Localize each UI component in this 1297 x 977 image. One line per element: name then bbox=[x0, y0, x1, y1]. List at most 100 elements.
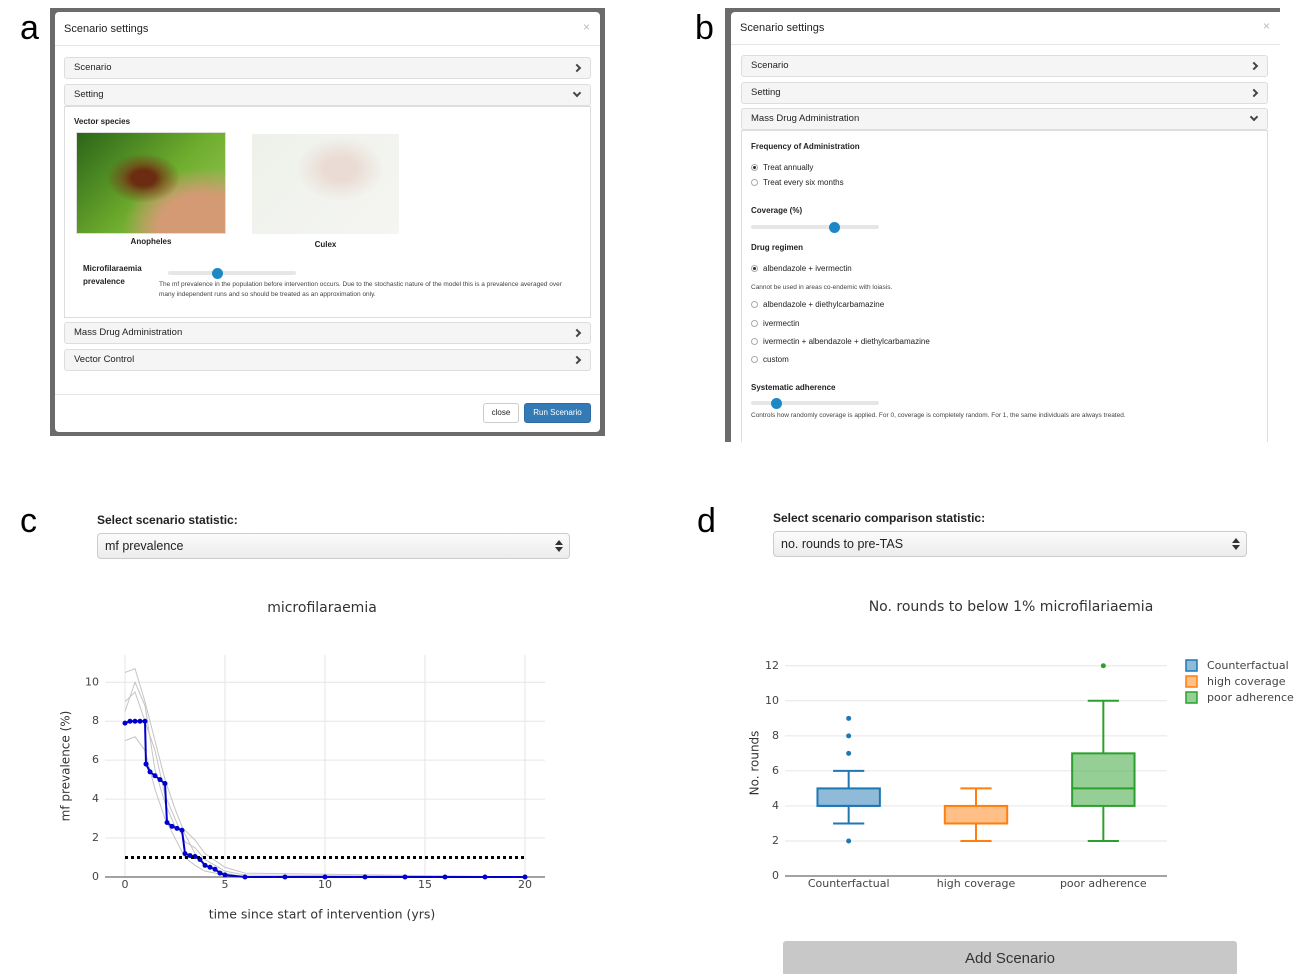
species-image[interactable] bbox=[76, 132, 226, 234]
point bbox=[170, 824, 175, 829]
select[interactable]: mf prevalence bbox=[97, 533, 570, 559]
slider-thumb[interactable] bbox=[212, 268, 223, 279]
radio[interactable] bbox=[751, 356, 758, 363]
chevron bbox=[1250, 89, 1258, 97]
species-caption: Culex bbox=[252, 239, 399, 251]
point bbox=[183, 851, 188, 856]
add-scenario-button[interactable]: Add Scenario bbox=[783, 941, 1237, 974]
x-tick-label: 15 bbox=[418, 878, 432, 891]
modal-title: Scenario settings bbox=[64, 22, 148, 36]
close-button[interactable]: close bbox=[483, 403, 519, 423]
x-tick-label: 10 bbox=[318, 878, 332, 891]
radio[interactable] bbox=[751, 338, 758, 345]
section-title: Vector Control bbox=[74, 354, 134, 365]
outlier bbox=[846, 733, 851, 738]
point bbox=[483, 875, 488, 880]
radio[interactable] bbox=[751, 320, 758, 327]
chart-title: No. rounds to below 1% microfilariaemia bbox=[869, 599, 1154, 615]
point bbox=[148, 769, 153, 774]
slider-thumb[interactable] bbox=[829, 222, 840, 233]
y-tick-label: 4 bbox=[772, 799, 779, 812]
species-caption: Anopheles bbox=[76, 236, 226, 248]
point bbox=[163, 781, 168, 786]
legend-swatch bbox=[1186, 692, 1197, 703]
select-label: Select scenario comparison statistic: bbox=[773, 511, 985, 525]
outlier bbox=[1101, 663, 1106, 668]
point bbox=[175, 826, 180, 831]
y-axis-label: mf prevalence (%) bbox=[59, 711, 73, 822]
radio[interactable] bbox=[751, 179, 758, 186]
point bbox=[218, 871, 223, 876]
point bbox=[243, 875, 248, 880]
chevron bbox=[1250, 113, 1258, 121]
box bbox=[817, 788, 879, 806]
panel-label: c bbox=[20, 502, 37, 540]
radio-label: Treat every six months bbox=[763, 177, 844, 189]
radio[interactable] bbox=[751, 164, 758, 171]
accordion-header[interactable]: Vector Control bbox=[64, 349, 591, 371]
y-tick-label: 8 bbox=[92, 714, 99, 727]
y-tick-label: 2 bbox=[772, 834, 779, 847]
x-axis-label: time since start of intervention (yrs) bbox=[209, 907, 436, 922]
accordion-header[interactable]: Setting bbox=[741, 82, 1268, 104]
radio-label: ivermectin + albendazole + diethylcarbam… bbox=[763, 336, 930, 348]
legend-swatch bbox=[1186, 676, 1197, 687]
section-title: Setting bbox=[74, 89, 104, 100]
section-title: Scenario bbox=[751, 60, 789, 71]
point bbox=[283, 875, 288, 880]
modal: Scenario settings × Scenario Setting Mas… bbox=[731, 12, 1280, 442]
y-tick-label: 8 bbox=[772, 729, 779, 742]
select-value: mf prevalence bbox=[105, 539, 184, 553]
point bbox=[138, 719, 143, 724]
field-label: Microfilaraemia prevalence bbox=[83, 262, 155, 288]
point bbox=[443, 875, 448, 880]
modal: Scenario settings × Scenario Setting Vec… bbox=[55, 12, 600, 432]
section-title: Mass Drug Administration bbox=[751, 113, 859, 124]
accordion-header[interactable]: Setting bbox=[64, 84, 591, 106]
help-text: Cannot be used in areas co-endemic with … bbox=[751, 283, 892, 293]
point bbox=[208, 865, 213, 870]
accordion-header[interactable]: Scenario bbox=[64, 57, 591, 79]
y-axis-label: No. rounds bbox=[748, 731, 762, 796]
radio[interactable] bbox=[751, 265, 758, 272]
x-tick-label: poor adherence bbox=[1060, 877, 1147, 890]
close-icon[interactable]: × bbox=[1263, 19, 1270, 33]
outlier bbox=[846, 716, 851, 721]
x-tick-label: 5 bbox=[222, 878, 229, 891]
select[interactable]: no. rounds to pre-TAS bbox=[773, 531, 1247, 557]
point bbox=[180, 828, 185, 833]
panel-label: b bbox=[695, 9, 714, 47]
chevron bbox=[573, 329, 581, 337]
point bbox=[144, 762, 149, 767]
box bbox=[945, 806, 1007, 824]
y-tick-label: 2 bbox=[92, 831, 99, 844]
radio-label: custom bbox=[763, 354, 789, 366]
slider-thumb[interactable] bbox=[771, 398, 782, 409]
close-icon[interactable]: × bbox=[583, 20, 590, 34]
y-tick-label: 0 bbox=[92, 870, 99, 883]
y-tick-label: 10 bbox=[765, 694, 779, 707]
point bbox=[143, 719, 148, 724]
field-label: Vector species bbox=[74, 116, 130, 128]
outlier bbox=[846, 838, 851, 843]
y-tick-label: 0 bbox=[772, 869, 779, 882]
accordion-header[interactable]: Scenario bbox=[741, 55, 1268, 77]
point bbox=[128, 719, 133, 724]
divider bbox=[55, 45, 600, 46]
help-text: Controls how randomly coverage is applie… bbox=[751, 411, 1126, 421]
accordion-header[interactable]: Mass Drug Administration bbox=[741, 108, 1268, 130]
outlier bbox=[846, 751, 851, 756]
slider-track[interactable] bbox=[168, 271, 296, 275]
species-image[interactable] bbox=[252, 134, 399, 234]
radio[interactable] bbox=[751, 301, 758, 308]
accordion-header[interactable]: Mass Drug Administration bbox=[64, 322, 591, 344]
select-value: no. rounds to pre-TAS bbox=[781, 537, 903, 551]
point bbox=[165, 820, 170, 825]
field-label: Coverage (%) bbox=[751, 205, 802, 217]
run-button[interactable]: Run Scenario bbox=[524, 403, 591, 423]
point bbox=[363, 875, 368, 880]
radio-label: ivermectin bbox=[763, 318, 799, 330]
slider-track[interactable] bbox=[751, 225, 879, 229]
legend-label: Counterfactual bbox=[1207, 659, 1289, 672]
select-arrows bbox=[555, 540, 563, 552]
